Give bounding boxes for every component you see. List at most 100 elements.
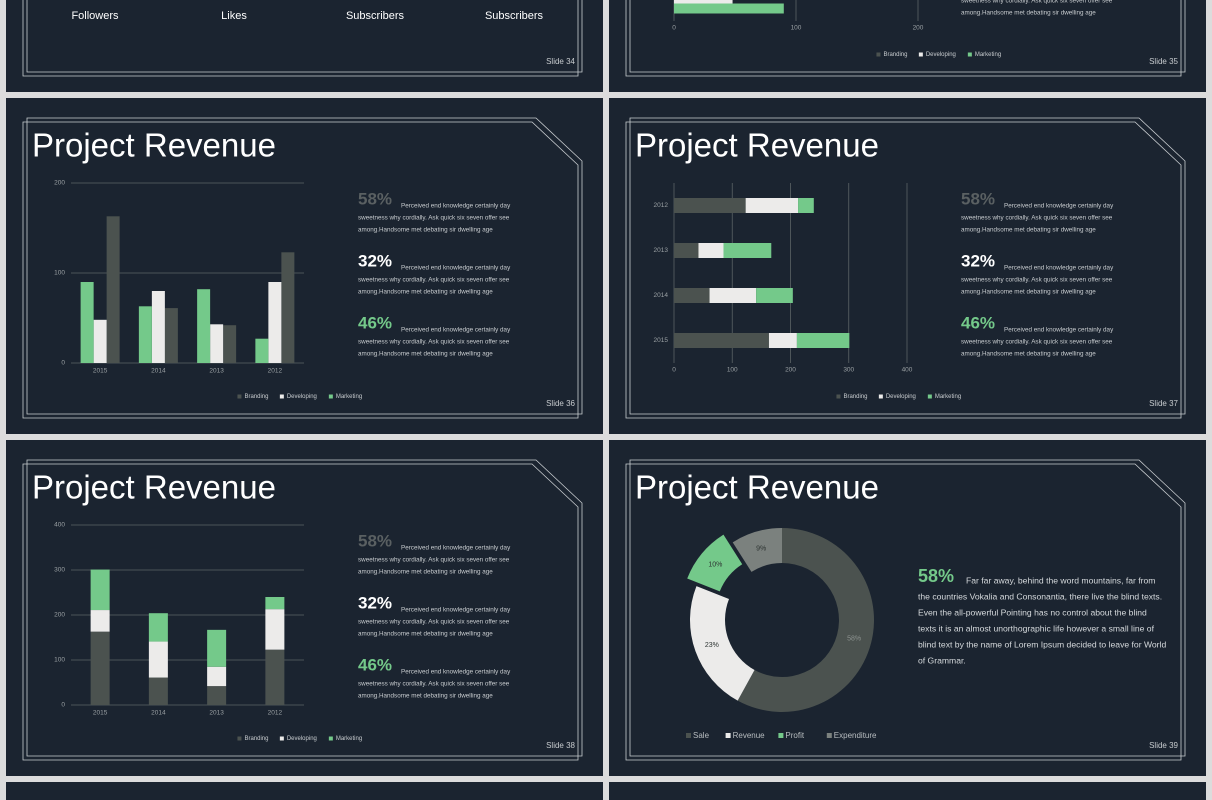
body-text: sweetness why cordially. Ask quick six s…	[358, 557, 510, 564]
y-tick-label: 2015	[654, 0, 669, 2]
bar	[106, 216, 120, 363]
slide-content: Project Revenue Slide 39 58% Far far away, …	[609, 440, 1206, 776]
slide-title: Project Revenue	[635, 469, 879, 506]
slide-title: Project Revenue	[635, 127, 879, 164]
legend-swatch	[878, 394, 883, 399]
slide-number: Slide 37	[1149, 399, 1178, 408]
slide-frame	[625, 0, 1182, 77]
slide-frame	[22, 0, 579, 77]
legend-label: Expenditure	[834, 731, 877, 740]
body-text: sweetness why cordially. Ask quick six s…	[961, 277, 1113, 284]
body-text: sweetness why cordially. Ask quick six s…	[961, 0, 1113, 5]
slide[interactable]: Project Revenue Slide 36 58% Perceived end …	[6, 98, 603, 434]
bar-segment	[207, 666, 227, 687]
stat-label: Likes	[221, 10, 247, 22]
bar-segment	[709, 288, 757, 303]
legend-swatch	[836, 394, 841, 399]
bar-segment	[148, 641, 168, 678]
bar	[674, 0, 733, 4]
legend-swatch	[279, 394, 284, 399]
slide-background	[609, 0, 1206, 92]
slide-background	[6, 98, 603, 434]
legend-swatch	[826, 733, 832, 738]
slide-frame	[629, 0, 1186, 73]
bar	[93, 319, 107, 363]
legend-label: Developing	[287, 394, 317, 400]
legend-label: Marketing	[336, 736, 362, 742]
slide-thumbnail[interactable]	[609, 782, 1206, 800]
x-tick-label: 2013	[209, 710, 224, 717]
x-tick-label: 2014	[151, 368, 166, 375]
y-tick-label: 0	[61, 360, 65, 367]
bar-segment	[265, 597, 285, 610]
bar-segment	[265, 649, 285, 705]
y-tick-label: 100	[54, 270, 65, 277]
slide-thumbnail[interactable]	[6, 782, 603, 800]
body-text: Perceived end knowledge certainly day	[1004, 327, 1114, 334]
body-text: among.Handsome met debating sir dwelling…	[358, 227, 493, 234]
body-text: Far far away, behind the word mountains,…	[966, 575, 1155, 585]
bar	[255, 338, 269, 363]
bar	[223, 325, 237, 363]
x-tick-label: 2015	[93, 368, 108, 375]
slide[interactable]: Project Revenue Slide 38 58% Perceived end …	[6, 440, 603, 776]
slide[interactable]: Project Revenue Slide 39 58% Far far away, …	[609, 440, 1206, 776]
body-text: sweetness why cordially. Ask quick six s…	[358, 277, 510, 284]
body-text: sweetness why cordially. Ask quick six s…	[358, 215, 510, 222]
slide-background	[6, 0, 603, 92]
donut-segment	[737, 528, 874, 712]
slide[interactable]: Slide 34 Followers Likes Subscribers Subscri…	[6, 0, 603, 92]
data-label: 58%	[847, 635, 861, 642]
slide[interactable]: Slide 35 sweetness why cordially. Ask qui…	[609, 0, 1206, 92]
legend-swatch	[686, 733, 691, 738]
body-text: Perceived end knowledge certainly day	[401, 327, 511, 334]
slide-content: Project Revenue Slide 38 58% Perceived end …	[6, 440, 603, 776]
slide-frame	[22, 463, 579, 761]
percent-heading: 32%	[358, 251, 392, 270]
y-tick-label: 400	[54, 522, 65, 529]
x-tick-label: 0	[672, 367, 676, 374]
bar-segment	[745, 198, 799, 213]
legend-swatch	[237, 394, 242, 399]
body-text: among.Handsome met debating sir dwelling…	[358, 569, 493, 576]
slide-content: Slide 35 sweetness why cordially. Ask qui…	[609, 0, 1206, 92]
body-text: sweetness why cordially. Ask quick six s…	[961, 339, 1113, 346]
bar-segment	[265, 609, 285, 650]
legend-swatch	[876, 52, 881, 57]
body-text: sweetness why cordially. Ask quick six s…	[961, 215, 1113, 222]
percent-heading: 58%	[358, 189, 392, 208]
slide-content: Project Revenue Slide 36 58% Perceived end …	[6, 98, 603, 434]
donut-segment	[690, 586, 755, 701]
bar	[674, 3, 784, 14]
data-label: 10%	[708, 562, 722, 569]
legend-swatch	[328, 394, 333, 399]
bar-segment	[796, 333, 850, 348]
body-text: Perceived end knowledge certainly day	[1004, 265, 1114, 272]
bar-segment	[148, 613, 168, 642]
body-text: of Grammar.	[918, 655, 966, 665]
percent-heading: 58%	[961, 189, 995, 208]
y-tick-label: 2015	[654, 337, 669, 344]
slide-frame	[625, 121, 1182, 419]
bar	[151, 291, 165, 363]
x-tick-label: 100	[727, 367, 738, 374]
body-text: blind text by the name of Lorem Ipsum de…	[918, 639, 1166, 649]
percent-heading: 58%	[918, 566, 954, 586]
slide-frame	[629, 117, 1186, 415]
bar-segment	[674, 333, 769, 348]
x-tick-label: 2015	[93, 710, 108, 717]
body-text: Perceived end knowledge certainly day	[401, 545, 511, 552]
legend-label: Sale	[693, 731, 710, 740]
donut-segment	[687, 534, 743, 592]
stat-label: Subscribers	[485, 10, 544, 22]
legend-label: Developing	[886, 394, 916, 400]
bar-segment	[207, 686, 227, 705]
x-tick-label: 200	[913, 25, 924, 32]
body-text: among.Handsome met debating sir dwelling…	[358, 693, 493, 700]
body-text: among.Handsome met debating sir dwelling…	[961, 10, 1096, 17]
x-tick-label: 200	[785, 367, 796, 374]
y-tick-label: 100	[54, 657, 65, 664]
slide-content: Slide 34 Followers Likes Subscribers Subscri…	[6, 0, 603, 92]
slide[interactable]: Project Revenue Slide 37 58% Perceived end …	[609, 98, 1206, 434]
bar	[268, 282, 282, 363]
